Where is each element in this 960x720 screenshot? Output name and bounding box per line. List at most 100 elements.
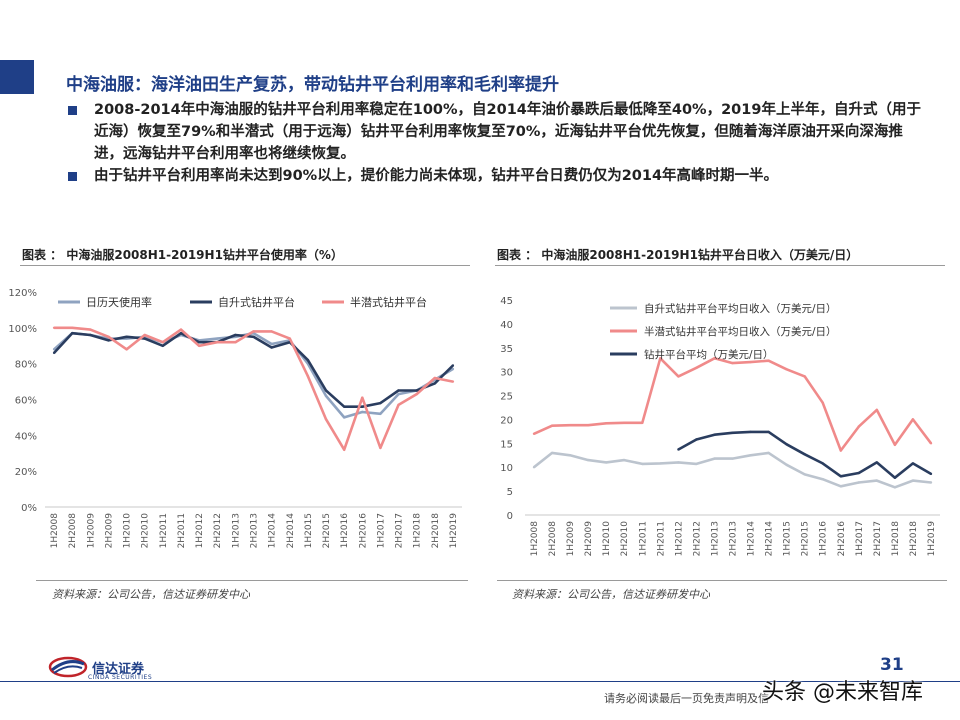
right-chart-data-point — [695, 462, 698, 466]
right-chart-data-point — [911, 418, 915, 421]
left-chart-legend-label: 自升式钻井平台 — [218, 295, 295, 309]
left-chart-x-tick-label: 1H2018 — [413, 513, 423, 549]
left-chart-y-tick-label: 80% — [15, 360, 37, 371]
right-chart-x-tick-label: 1H2016 — [819, 521, 829, 557]
right-chart-x-tick-label: 1H2014 — [747, 521, 757, 557]
left-chart-x-tick-label: 2H2010 — [141, 513, 151, 549]
right-chart-x-tick-label: 2H2010 — [620, 521, 630, 557]
left-chart-data-point — [107, 335, 110, 338]
right-chart-data-point — [677, 448, 680, 451]
left-chart-data-point — [71, 326, 74, 329]
right-chart-data-point — [587, 424, 590, 427]
right-chart-legend-label: 自升式钻井平台平均日收入（万美元/日） — [644, 302, 837, 315]
right-chart-y-tick-label: 40 — [500, 320, 513, 331]
left-chart-data-point — [343, 416, 346, 419]
right-chart-x-tick-label: 1H2011 — [638, 521, 648, 556]
right-chart-data-point — [803, 473, 806, 476]
left-chart-series-line-1 — [53, 331, 454, 419]
right-chart-data-point — [731, 361, 734, 365]
right-chart-data-point — [803, 375, 806, 378]
right-chart-data-point — [857, 481, 860, 484]
right-chart-data-point — [875, 479, 878, 482]
left-chart-data-point — [451, 364, 455, 367]
right-chart-bottom-divider — [497, 580, 947, 581]
left-chart-x-tick-label: 1H2014 — [268, 513, 278, 549]
left-chart-data-point — [379, 412, 382, 415]
right-chart-data-point — [893, 443, 897, 446]
left-chart-x-tick-label: 1H2008 — [50, 513, 60, 549]
right-chart-x-tick-label: 2H2011 — [656, 521, 666, 556]
left-chart-data-point — [433, 382, 436, 385]
left-chart-data-point — [361, 410, 364, 414]
left-chart-x-tick-label: 2H2015 — [322, 513, 332, 548]
left-chart-data-point — [161, 341, 164, 344]
right-chart-data-point — [875, 408, 878, 412]
left-chart-data-point — [161, 344, 164, 347]
right-chart-x-tick-label: 1H2013 — [710, 521, 720, 556]
right-chart-data-point — [568, 424, 572, 427]
right-chart-x-tick-label: 2H2013 — [729, 521, 739, 556]
left-chart-data-point — [179, 332, 183, 335]
left-chart-x-tick-label: 1H2017 — [376, 513, 386, 548]
left-chart-data-point — [324, 389, 328, 392]
left-chart-data-point — [234, 341, 237, 344]
right-chart-data-point — [532, 466, 536, 469]
left-chart-x-tick-label: 1H2016 — [340, 513, 350, 549]
disclaimer-text: 请务必阅读最后一页免责声明及信 — [604, 692, 769, 705]
left-chart-data-point — [288, 337, 291, 340]
left-chart-y-tick-label: 40% — [15, 431, 37, 442]
left-chart-data-point — [52, 348, 56, 351]
right-chart-legend-label: 钻井平台平均（万美元/日） — [644, 348, 774, 361]
left-chart-data-point — [451, 367, 455, 371]
left-chart-data-point — [216, 341, 219, 344]
left-chart-x-tick-label: 2H2016 — [358, 513, 368, 549]
left-chart-data-point — [107, 339, 110, 342]
right-chart-data-point — [929, 472, 933, 476]
bullet-text: 由于钻井平台利用率尚未达到90%以上，提价能力尚未体现，钻井平台日费仍仅为201… — [94, 168, 779, 184]
right-chart-legend-label: 半潜式钻井平台平均日收入（万美元/日） — [644, 325, 837, 338]
right-chart-x-tick-label: 2H2014 — [765, 521, 775, 557]
left-chart-data-point — [397, 392, 400, 396]
right-chart-data-point — [713, 457, 716, 460]
footer-line — [0, 681, 960, 682]
right-chart-x-tick-label: 2H2015 — [801, 521, 811, 556]
page-title: 中海油服：海洋油田生产复苏，带动钻井平台利用率和毛利率提升 — [66, 75, 559, 95]
left-chart-data-point — [89, 328, 92, 331]
bullet-square-icon — [68, 106, 77, 115]
right-chart-data-point — [839, 475, 842, 478]
left-chart-data-point — [397, 403, 400, 407]
right-chart-x-tick-label: 2H2018 — [909, 521, 919, 557]
right-chart-data-point — [929, 442, 933, 445]
left-chart-series-line-3 — [54, 326, 454, 451]
right-chart-data-point — [641, 421, 644, 424]
left-chart-data-point — [379, 446, 382, 450]
right-chart-caption: 图表 ： 中海油服2008H1-2019H1钻井平台日收入（万美元/日） — [497, 248, 859, 262]
bullet-square-icon — [68, 172, 77, 181]
right-chart-data-point — [911, 479, 915, 482]
right-chart-x-tick-label: 1H2008 — [530, 521, 540, 557]
right-chart-data-point — [767, 451, 770, 455]
right-chart-data-point — [875, 461, 878, 464]
left-chart-x-tick-label: 2H2018 — [431, 513, 441, 549]
right-chart-data-point — [839, 485, 842, 488]
left-chart-data-point — [89, 333, 92, 337]
right-chart-x-tick-label: 1H2012 — [674, 521, 684, 556]
left-chart-x-tick-label: 1H2019 — [449, 513, 459, 549]
bullet-list: 2008-2014年中海油服的钻井平台利用率稳定在100%，自2014年油价暴跌… — [66, 99, 926, 187]
right-chart-data-point — [821, 401, 824, 404]
left-chart-data-point — [270, 330, 273, 333]
right-chart-data-point — [785, 368, 788, 371]
left-chart-data-point — [71, 332, 74, 335]
left-chart-data-point — [433, 376, 436, 380]
left-chart-data-point — [343, 405, 346, 408]
right-chart-data-point — [659, 462, 662, 465]
right-chart-x-tick-label: 1H2009 — [566, 521, 576, 557]
left-chart-data-point — [415, 389, 418, 392]
right-chart-data-point — [695, 366, 698, 369]
left-chart-legend-label: 半潜式钻井平台 — [350, 295, 427, 309]
right-chart-y-tick-label: 35 — [500, 344, 513, 355]
left-chart-top-divider — [20, 265, 470, 266]
left-chart-y-tick-label: 0% — [21, 503, 37, 514]
left-chart-y-tick-label: 120% — [8, 288, 37, 299]
left-chart-x-tick-label: 2H2017 — [395, 513, 405, 548]
